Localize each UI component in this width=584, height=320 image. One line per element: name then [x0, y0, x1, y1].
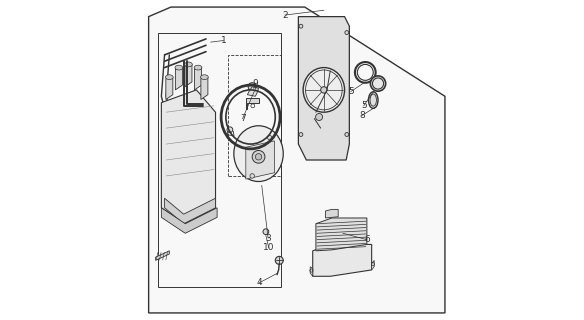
Polygon shape	[175, 68, 182, 90]
Ellipse shape	[321, 87, 327, 93]
Ellipse shape	[175, 65, 183, 70]
Ellipse shape	[165, 75, 173, 80]
Polygon shape	[155, 251, 169, 260]
Ellipse shape	[255, 154, 262, 160]
Ellipse shape	[250, 174, 255, 178]
Polygon shape	[371, 260, 374, 270]
Polygon shape	[185, 64, 192, 87]
Ellipse shape	[369, 92, 378, 108]
Text: 5: 5	[361, 101, 367, 110]
Ellipse shape	[275, 256, 283, 264]
Text: 1: 1	[221, 36, 227, 45]
Ellipse shape	[299, 132, 303, 136]
Polygon shape	[161, 90, 215, 224]
Ellipse shape	[315, 114, 322, 121]
Ellipse shape	[200, 75, 208, 80]
Polygon shape	[312, 244, 371, 276]
Ellipse shape	[263, 229, 269, 235]
Ellipse shape	[345, 31, 349, 35]
Text: 3: 3	[265, 234, 271, 243]
Polygon shape	[166, 77, 173, 100]
Polygon shape	[165, 198, 215, 224]
Ellipse shape	[185, 62, 192, 67]
Text: 5: 5	[348, 87, 354, 96]
Text: 8: 8	[359, 111, 365, 120]
Ellipse shape	[194, 65, 202, 70]
Text: 10: 10	[263, 243, 274, 252]
Polygon shape	[148, 7, 445, 313]
Text: 7: 7	[240, 114, 245, 123]
Ellipse shape	[234, 126, 283, 181]
Text: 2: 2	[282, 11, 288, 20]
Text: 4: 4	[257, 278, 262, 287]
Polygon shape	[161, 208, 217, 233]
Polygon shape	[194, 68, 201, 90]
Text: 9: 9	[252, 79, 258, 88]
Ellipse shape	[227, 127, 233, 132]
Ellipse shape	[248, 83, 256, 91]
Ellipse shape	[345, 132, 349, 136]
Ellipse shape	[370, 76, 385, 91]
Text: 6: 6	[364, 235, 370, 244]
Polygon shape	[246, 141, 274, 179]
Polygon shape	[246, 98, 259, 109]
Polygon shape	[310, 267, 312, 276]
Ellipse shape	[303, 68, 345, 112]
Ellipse shape	[299, 24, 303, 28]
Polygon shape	[316, 218, 367, 251]
Polygon shape	[201, 77, 208, 100]
Polygon shape	[248, 87, 259, 96]
Polygon shape	[325, 209, 338, 218]
Ellipse shape	[267, 135, 272, 140]
Ellipse shape	[252, 150, 265, 163]
Polygon shape	[298, 17, 349, 160]
